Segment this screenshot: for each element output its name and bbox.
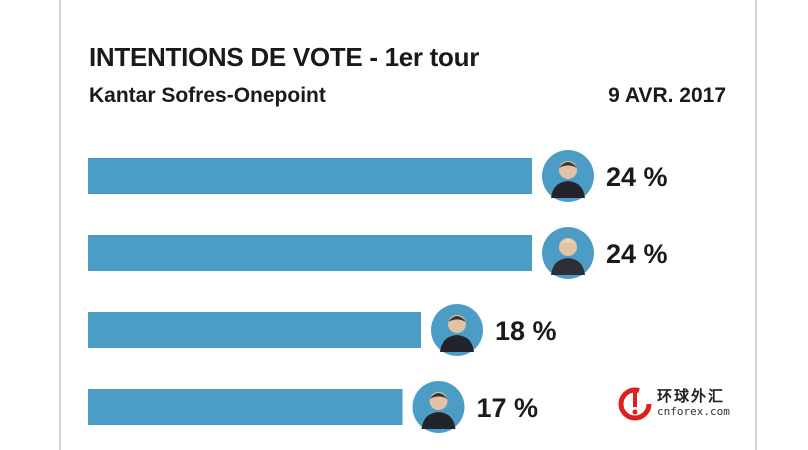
value-label-3: 18 % bbox=[495, 316, 557, 346]
value-label-1: 24 % bbox=[606, 162, 668, 192]
candidate-avatar-3 bbox=[431, 304, 483, 356]
logo-text-domain: cnforex.com bbox=[657, 405, 730, 418]
candidate-avatar-2 bbox=[542, 227, 594, 279]
candidate-avatar-4 bbox=[412, 381, 465, 433]
value-label-4: 17 % bbox=[477, 393, 539, 423]
cnforex-logo-icon bbox=[618, 387, 652, 421]
bar-2 bbox=[88, 235, 532, 271]
candidate-avatar-1 bbox=[542, 150, 594, 202]
bar-3 bbox=[88, 312, 421, 348]
chart-title: INTENTIONS DE VOTE - 1er tour bbox=[89, 42, 480, 72]
cnforex-logo: 环球外汇 cnforex.com bbox=[617, 383, 747, 423]
chart-date: 9 AVR. 2017 bbox=[608, 84, 726, 107]
chart-source: Kantar Sofres-Onepoint bbox=[89, 84, 326, 107]
bar-4 bbox=[88, 389, 403, 425]
logo-text-cn: 环球外汇 bbox=[657, 387, 726, 405]
chart-card-frame bbox=[59, 0, 757, 450]
value-label-2: 24 % bbox=[606, 239, 668, 269]
bar-1 bbox=[88, 158, 532, 194]
